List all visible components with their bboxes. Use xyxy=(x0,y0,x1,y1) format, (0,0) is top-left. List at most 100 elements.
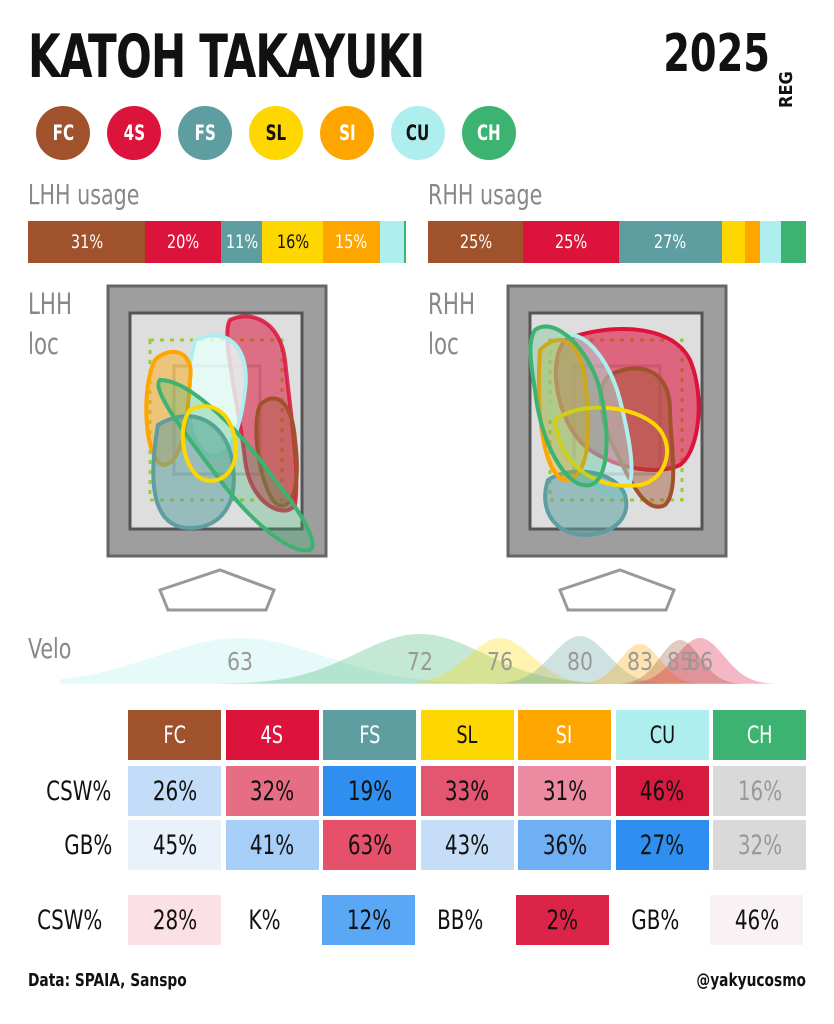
lhh-sl-blob xyxy=(180,404,238,483)
pitch-pill-si: SI xyxy=(320,106,374,160)
rhh-loc-label-line1: RHH xyxy=(428,287,476,321)
table-header-ch: CH xyxy=(713,710,806,760)
rhh-sl-blob xyxy=(552,405,670,488)
table-cell-value: 31% xyxy=(542,775,587,807)
lhh-home-plate xyxy=(158,568,276,612)
table-cell-value: 32% xyxy=(737,829,782,861)
summary-label-text: BB% xyxy=(436,904,484,936)
rhh-si-blob xyxy=(536,338,591,483)
table-header-sl: SL xyxy=(420,710,514,760)
lhh-usage-segment-ch xyxy=(404,221,406,263)
summary-label-text: GB% xyxy=(630,904,680,936)
lhh-usage-bar: 31% 20% 11% 16% 15% xyxy=(28,221,406,263)
table-header-4s: 4S xyxy=(225,710,319,760)
table-cell: 33% xyxy=(420,766,514,816)
rhh-usage-segment-si xyxy=(744,221,761,263)
summary-label-csw: CSW% xyxy=(20,895,120,945)
lhh-loc-label-line2: loc xyxy=(28,327,59,361)
pitch-pill-label: CH xyxy=(477,121,501,145)
lhh-usage-segment-si: 15% xyxy=(322,221,380,263)
velo-peak-label-ch: 72 xyxy=(407,648,433,676)
lhh-usage-title: LHH usage xyxy=(28,178,140,211)
summary-label-k: K% xyxy=(215,895,315,945)
pitch-pill-label: FC xyxy=(52,121,74,145)
table-cell-value: 32% xyxy=(249,775,295,807)
velo-peak-label-sl: 76 xyxy=(487,648,513,676)
lhh-usage-segment-sl: 16% xyxy=(262,221,323,263)
pitch-pill-label: CU xyxy=(406,121,430,145)
rhh-ch-blob xyxy=(528,324,609,488)
rhh-home-plate xyxy=(558,568,676,612)
pitch-pill-label: SI xyxy=(338,121,356,145)
velo-peak-label-fs: 80 xyxy=(567,648,593,676)
table-header-label: FC xyxy=(163,721,186,749)
lhh-usage-segment-fc: 31% xyxy=(28,221,146,263)
velo-peak-label-cu: 63 xyxy=(227,648,253,676)
rhh-usage-segment-sl xyxy=(721,221,745,263)
table-header-fs: FS xyxy=(323,710,416,760)
table-header-label: FS xyxy=(358,721,381,749)
velo-curve-fs xyxy=(490,636,670,684)
summary-value-text: 12% xyxy=(346,904,391,936)
table-cell: 16% xyxy=(713,766,806,816)
table-cell: 63% xyxy=(323,820,416,870)
table-cell-value: 36% xyxy=(542,829,587,861)
table-cell: 27% xyxy=(615,820,709,870)
table-header-label: SL xyxy=(456,721,478,749)
rhh-location-plot xyxy=(506,284,728,612)
rhh-usage-segment-fc: 25% xyxy=(428,221,524,263)
lhh-usage-label-sl: 16% xyxy=(276,231,309,253)
pitch-pill-fc: FC xyxy=(36,106,90,160)
table-row-label: CSW% xyxy=(20,766,118,816)
table-cell: 36% xyxy=(518,820,611,870)
season-type-wrap: REG xyxy=(774,71,814,112)
summary-value-k: 12% xyxy=(322,895,415,945)
table-header-fc: FC xyxy=(128,710,221,760)
rhh-usage-label-4s: 25% xyxy=(555,231,588,253)
summary-label-text: K% xyxy=(248,904,281,936)
table-cell: 45% xyxy=(128,820,221,870)
lhh-loc-label: LHH loc xyxy=(28,284,72,364)
table-cell-value: 43% xyxy=(444,829,490,861)
velo-curve-ch xyxy=(215,634,625,684)
velo-peak-label-si: 83 xyxy=(627,648,653,676)
pitch-pill-sl: SL xyxy=(249,106,303,160)
table-cell-value: 16% xyxy=(737,775,782,807)
table-cell: 26% xyxy=(128,766,221,816)
summary-value-csw: 28% xyxy=(128,895,221,945)
rhh-loc-label-line2: loc xyxy=(428,327,459,361)
lhh-usage-segment-4s: 20% xyxy=(145,221,221,263)
lhh-usage-segment-cu xyxy=(379,221,405,263)
velo-curve-sl xyxy=(397,638,603,684)
summary-label-bb: BB% xyxy=(410,895,510,945)
rhh-usage-segment-ch xyxy=(781,221,806,263)
pitch-pill-label: SL xyxy=(265,121,287,145)
velo-curve-cu xyxy=(60,638,509,684)
author-handle: @yakyucosmo xyxy=(696,970,806,991)
table-cell-value: 33% xyxy=(444,775,490,807)
table-cell-value: 19% xyxy=(347,775,392,807)
table-cell-value: 63% xyxy=(347,829,392,861)
summary-value-gb: 46% xyxy=(710,895,803,945)
velo-peak-label-4s: 86 xyxy=(687,648,713,676)
summary-value-text: 28% xyxy=(152,904,197,936)
lhh-usage-label-si: 15% xyxy=(335,231,368,253)
table-cell: 43% xyxy=(420,820,514,870)
table-cell-value: 41% xyxy=(249,829,295,861)
rhh-usage-segment-4s: 25% xyxy=(523,221,619,263)
summary-value-text: 46% xyxy=(734,904,779,936)
rhh-usage-label-fc: 25% xyxy=(459,231,492,253)
pitch-pill-label: FS xyxy=(194,121,216,145)
table-row-label: GB% xyxy=(20,820,118,870)
pitch-pill-fs: FS xyxy=(178,106,232,160)
pitch-pill-cu: CU xyxy=(391,106,445,160)
table-cell-value: 27% xyxy=(639,829,685,861)
table-row-label-text: GB% xyxy=(64,829,113,861)
velo-curve-si xyxy=(576,644,704,684)
table-header-label: CU xyxy=(649,721,675,749)
table-cell: 46% xyxy=(615,766,709,816)
table-cell-value: 45% xyxy=(152,829,197,861)
lhh-usage-label-fc: 31% xyxy=(70,231,103,253)
summary-label-gb: GB% xyxy=(605,895,705,945)
summary-value-bb: 2% xyxy=(516,895,609,945)
